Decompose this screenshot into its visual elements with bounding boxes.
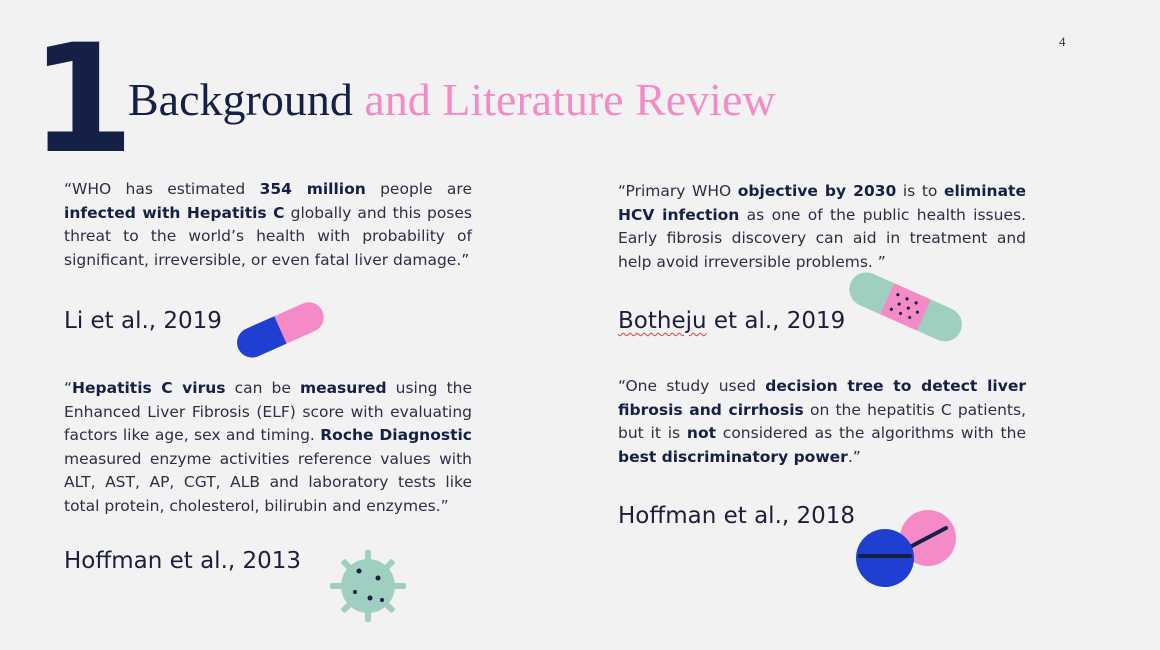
quote-hoffman-2018: “One study used decision tree to detect … xyxy=(618,377,1027,466)
bandage-icon xyxy=(849,272,962,342)
quote-botheju-2019: “Primary WHO objective by 2030 is to eli… xyxy=(618,182,1026,271)
section-number: 1 xyxy=(30,13,134,187)
slide-title: Background and Literature Review xyxy=(128,68,776,132)
virus-icon xyxy=(330,550,406,622)
title-part-literature-review: and Literature Review xyxy=(352,74,776,125)
quote-hoffman-2013: “Hepatitis C virus can be measured using… xyxy=(64,379,473,515)
pills-icon xyxy=(856,510,956,587)
title-part-background: Background xyxy=(128,74,353,125)
citation-li-2019: Li et al., 2019 xyxy=(64,308,222,334)
citation-hoffman-2013: Hoffman et al., 2013 xyxy=(64,548,302,574)
citation-botheju-2019: Botheju et al., 2019 xyxy=(618,308,846,334)
citation-author-botheju: Botheju xyxy=(618,308,707,334)
capsule-icon xyxy=(237,302,324,358)
quote-li-2019: “WHO has estimated 354 million people ar… xyxy=(64,180,472,269)
page-number: 4 xyxy=(1059,34,1066,49)
citation-hoffman-2018: Hoffman et al., 2018 xyxy=(618,503,856,529)
